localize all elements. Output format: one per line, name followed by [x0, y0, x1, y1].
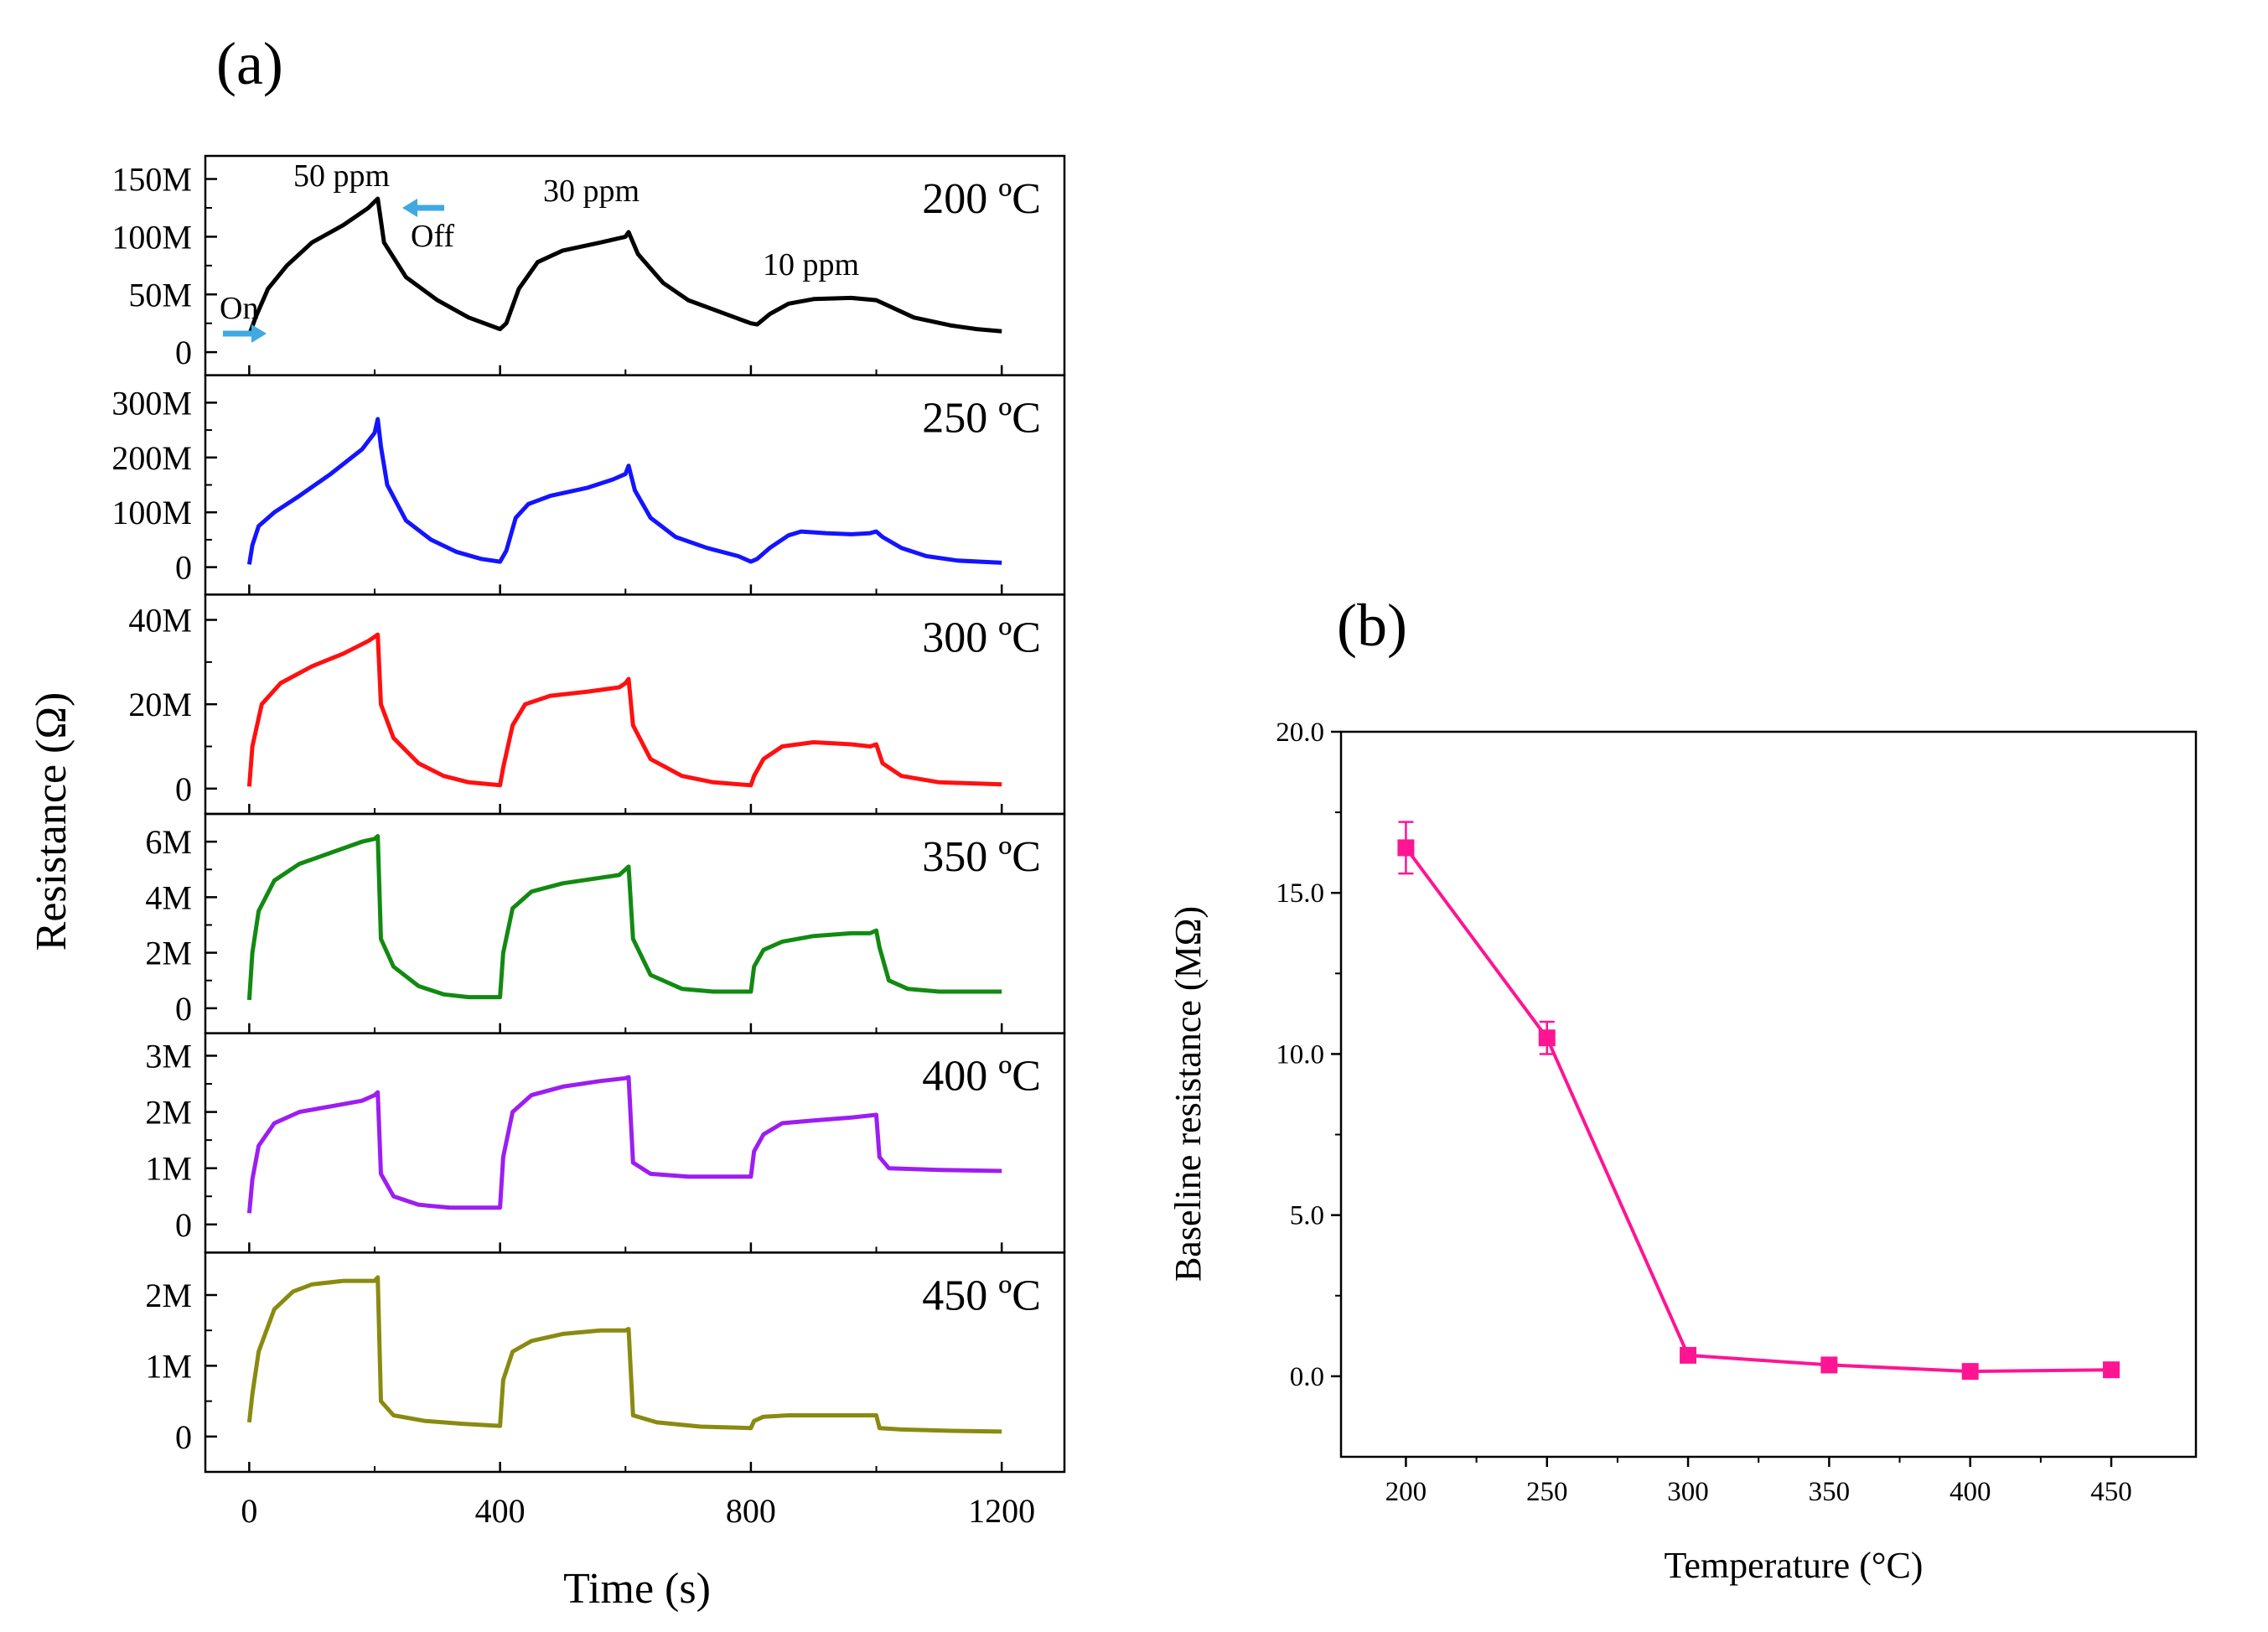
- data-point-marker: [1538, 1029, 1556, 1047]
- panel-b-y-axis-title: Baseline resistance (MΩ): [1168, 906, 1209, 1282]
- data-point-marker: [1820, 1356, 1838, 1374]
- series-line-5: [246, 1075, 1002, 1214]
- x-tick-label: 400: [475, 1492, 526, 1530]
- panel-b-series: [1397, 821, 2120, 1381]
- temperature-label: 450 ºC: [922, 1272, 1041, 1319]
- y-tick-label: 2M: [145, 1277, 192, 1314]
- b-x-tick-label: 450: [2090, 1477, 2132, 1507]
- data-point-marker: [1961, 1363, 1979, 1381]
- panel-b: (b) Baseline resistance (MΩ) Temperature…: [1168, 592, 2198, 1586]
- x-tick-label: 0: [241, 1492, 257, 1530]
- y-tick-label: 0: [175, 334, 192, 371]
- subplot-4: 0 2M 4M 6M 350 ºC: [145, 812, 1066, 1034]
- annotation-50ppm: 50 ppm: [293, 158, 390, 194]
- series-line-3: [246, 632, 1002, 788]
- b-x-tick-label: 300: [1667, 1477, 1709, 1507]
- y-tick-label: 0: [175, 770, 192, 808]
- b-y-tick-label: 20.0: [1276, 718, 1324, 748]
- y-tick-label: 200M: [111, 439, 192, 477]
- subplot-3: 0 20M 40M 300 ºC: [128, 593, 1066, 816]
- panel-b-label: (b): [1337, 592, 1407, 659]
- x-tick-label: 800: [726, 1492, 776, 1530]
- y-tick-label: 100M: [111, 494, 192, 531]
- b-y-tick-label: 0.0: [1290, 1362, 1324, 1392]
- subplot-5: 0 1M 2M 3M 400 ºC: [145, 1032, 1066, 1254]
- on-arrow-icon: [223, 324, 267, 343]
- data-point-marker: [1397, 839, 1415, 857]
- b-x-tick-label: 350: [1809, 1477, 1851, 1507]
- annotation-off: Off: [411, 219, 454, 254]
- y-tick-label: 4M: [145, 878, 192, 916]
- y-tick-label: 40M: [128, 602, 192, 640]
- temperature-label: 250 ºC: [922, 395, 1041, 443]
- b-x-tick-label: 400: [1950, 1477, 1991, 1507]
- y-tick-label: 1M: [145, 1347, 192, 1385]
- panel-a-x-axis-title: Time (s): [563, 1565, 711, 1613]
- panel-a: (a) Resistance (Ω) Time (s) 0 50M 100M 150M…: [28, 30, 1066, 1613]
- data-point-marker: [1680, 1346, 1697, 1364]
- temperature-label: 400 ºC: [922, 1053, 1041, 1101]
- data-point-marker: [2103, 1361, 2120, 1379]
- y-tick-label: 0: [175, 1206, 192, 1244]
- panel-a-x-ticks: 0 400 800 1200: [241, 1492, 1035, 1530]
- x-tick-label: 1200: [968, 1492, 1035, 1530]
- subplot-frame: [204, 1251, 1066, 1474]
- y-tick-label: 20M: [128, 686, 192, 723]
- b-x-tick-label: 200: [1385, 1477, 1427, 1507]
- b-y-tick-label: 10.0: [1276, 1039, 1324, 1070]
- y-tick-label: 0: [175, 549, 192, 587]
- b-x-tick-label: 250: [1526, 1477, 1568, 1507]
- series-line-2: [246, 417, 1002, 565]
- y-tick-label: 1M: [145, 1150, 192, 1188]
- y-tick-label: 50M: [128, 276, 192, 313]
- annotation-on: On: [220, 291, 258, 326]
- annotation-30ppm: 30 ppm: [543, 174, 639, 209]
- temperature-label: 200 ºC: [922, 175, 1041, 223]
- y-tick-label: 0: [175, 1418, 192, 1456]
- baseline-series-line: [1404, 847, 2112, 1374]
- y-tick-label: 2M: [145, 1094, 192, 1132]
- y-tick-label: 150M: [111, 161, 192, 199]
- series-line-1: [247, 196, 1002, 336]
- b-y-tick-label: 5.0: [1290, 1201, 1324, 1231]
- series-line-6: [246, 1275, 1002, 1434]
- panel-b-x-axis-title: Temperature (°C): [1665, 1545, 1924, 1586]
- off-arrow-icon: [402, 199, 444, 217]
- y-tick-label: 300M: [111, 384, 192, 422]
- b-y-tick-label: 15.0: [1276, 878, 1324, 909]
- subplot-6: 0 1M 2M 450 ºC: [145, 1251, 1066, 1474]
- panel-a-label: (a): [216, 30, 283, 97]
- annotation-10ppm: 10 ppm: [763, 247, 859, 282]
- subplot-1: 0 50M 100M 150M 200 ºC: [111, 154, 1066, 376]
- y-tick-label: 100M: [111, 218, 192, 256]
- y-tick-label: 0: [175, 990, 192, 1028]
- panel-b-plot-frame: [1339, 730, 2198, 1458]
- temperature-label: 300 ºC: [922, 614, 1041, 661]
- subplot-2: 0 100M 200M 300M 250 ºC: [111, 374, 1066, 596]
- panel-a-annotations: 50 ppm 30 ppm 10 ppm On Off: [220, 158, 859, 343]
- y-tick-label: 2M: [145, 935, 192, 972]
- panel-b-ticks: 0.0 5.0 10.0 15.0 20.0 200 250 300 350 400 450: [1276, 718, 2132, 1507]
- panel-a-subplots: 0 50M 100M 150M 200 ºC 0 100M 200M 300M 250 ºC 0 20…: [111, 154, 1066, 1474]
- series-line-4: [246, 834, 1002, 1001]
- panel-a-y-axis-title: Resistance (Ω): [28, 692, 75, 951]
- temperature-label: 350 ºC: [922, 833, 1041, 881]
- y-tick-label: 6M: [145, 823, 192, 861]
- y-tick-label: 3M: [145, 1038, 192, 1075]
